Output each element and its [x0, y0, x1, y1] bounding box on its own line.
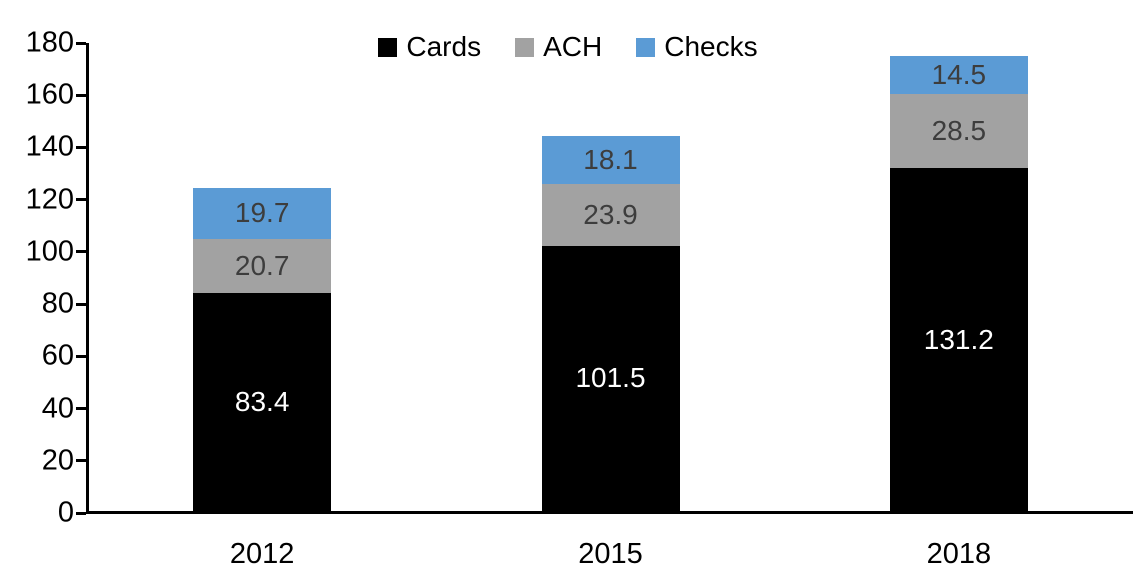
legend-swatch-cards-icon: [378, 37, 398, 57]
y-tick-mark: [76, 145, 86, 149]
y-tick-label: 180: [25, 26, 74, 59]
bar-segment-cards-2015: 101.5: [541, 245, 680, 511]
y-tick-mark: [76, 250, 86, 254]
y-tick-mark: [76, 354, 86, 358]
y-tick-label: 160: [25, 78, 74, 111]
bar-value-label: 131.2: [923, 323, 994, 355]
y-tick-label: 40: [41, 392, 74, 425]
x-axis-line: [86, 511, 1133, 514]
legend-swatch-ach-icon: [515, 37, 535, 57]
legend-item-cards: Cards: [378, 33, 481, 61]
legend-item-ach: ACH: [515, 33, 602, 61]
bar-value-label: 23.9: [583, 198, 638, 230]
x-axis-label-2012: 2012: [229, 538, 295, 570]
y-tick-mark: [76, 511, 86, 515]
chart-legend: Cards ACH Checks: [0, 33, 1136, 61]
legend-label-checks: Checks: [664, 31, 758, 62]
legend-swatch-checks-icon: [636, 37, 656, 57]
y-tick-label: 0: [57, 496, 74, 529]
y-tick-label: 140: [25, 130, 74, 163]
bar-segment-ach-2015: 23.9: [541, 183, 680, 246]
legend-label-ach: ACH: [543, 31, 603, 62]
bar-segment-ach-2012: 20.7: [193, 239, 332, 294]
bar-value-label: 20.7: [234, 250, 290, 282]
bar-segment-checks-2018: 14.5: [889, 56, 1028, 95]
y-tick-mark: [76, 198, 86, 202]
y-tick-mark: [76, 459, 86, 463]
bar-value-label: 14.5: [931, 59, 987, 91]
bar-segment-ach-2018: 28.5: [889, 94, 1028, 169]
y-tick-mark: [76, 407, 86, 411]
bar-value-label: 101.5: [575, 362, 646, 394]
bar-segment-checks-2012: 19.7: [193, 187, 332, 240]
y-tick-label: 80: [41, 287, 74, 320]
y-tick-label: 120: [25, 183, 74, 216]
legend-item-checks: Checks: [636, 31, 758, 62]
y-tick-label: 20: [41, 444, 74, 477]
y-axis-line: [86, 43, 89, 514]
legend-label-cards: Cards: [406, 31, 482, 62]
y-tick-label: 100: [25, 235, 74, 268]
bar-value-label: 83.4: [234, 386, 290, 418]
bar-segment-cards-2012: 83.4: [193, 293, 332, 511]
bar-value-label: 28.5: [931, 115, 987, 147]
y-tick-label: 60: [41, 339, 74, 372]
bar-segment-checks-2015: 18.1: [541, 136, 680, 184]
x-axis-label-2018: 2018: [926, 538, 992, 570]
bar-value-label: 19.7: [234, 197, 290, 229]
bar-segment-cards-2018: 131.2: [889, 168, 1028, 511]
y-tick-mark: [76, 93, 86, 97]
bar-value-label: 18.1: [583, 143, 638, 175]
y-tick-mark: [76, 302, 86, 306]
x-axis-label-2015: 2015: [578, 538, 643, 570]
y-tick-mark: [76, 41, 86, 45]
